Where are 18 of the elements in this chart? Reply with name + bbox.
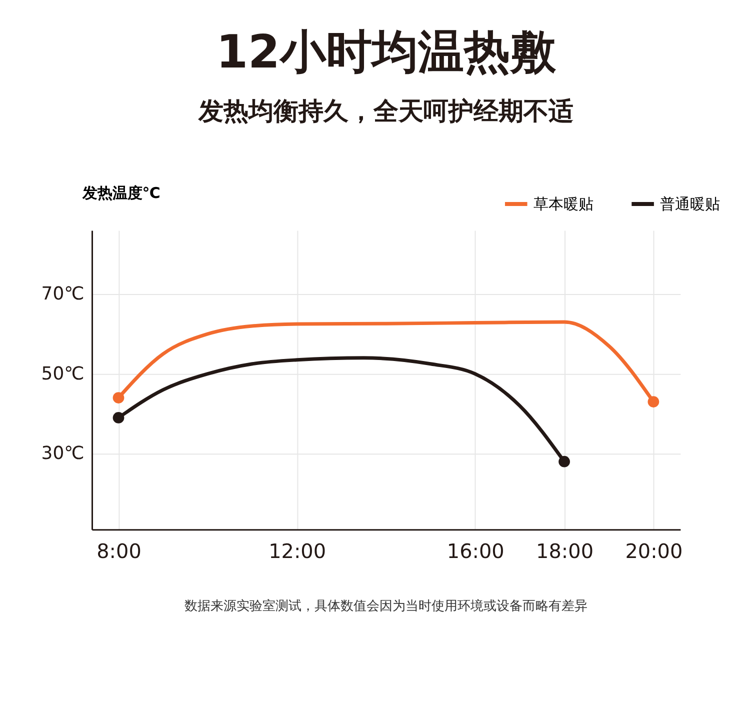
x-tick-label: 20:00: [625, 538, 683, 563]
x-tick-label: 16:00: [446, 538, 504, 563]
point: [112, 392, 124, 404]
legend-label: 草本暖贴: [534, 195, 594, 214]
x-tick-label: 18:00: [536, 538, 594, 563]
legend-label: 普通暖贴: [660, 195, 720, 214]
x-tick-label: 12:00: [268, 538, 326, 563]
y-tick-label: 70℃: [41, 284, 84, 305]
point: [112, 412, 124, 424]
chart-subtitle: 发热均衡持久，全天呵护经期不适: [197, 96, 574, 126]
x-tick-label: 8:00: [96, 538, 142, 563]
text: 数据来源实验室测试，具体数值会因为当时使用环境或设备而略有差异: [184, 598, 588, 614]
point: [648, 396, 660, 408]
y-tick-label: 30℃: [41, 443, 84, 464]
y-axis-title: 发热温度℃: [81, 184, 160, 202]
point: [558, 456, 570, 468]
chart-title: 12小时均温热敷: [216, 24, 557, 79]
y-tick-label: 50℃: [41, 363, 84, 384]
